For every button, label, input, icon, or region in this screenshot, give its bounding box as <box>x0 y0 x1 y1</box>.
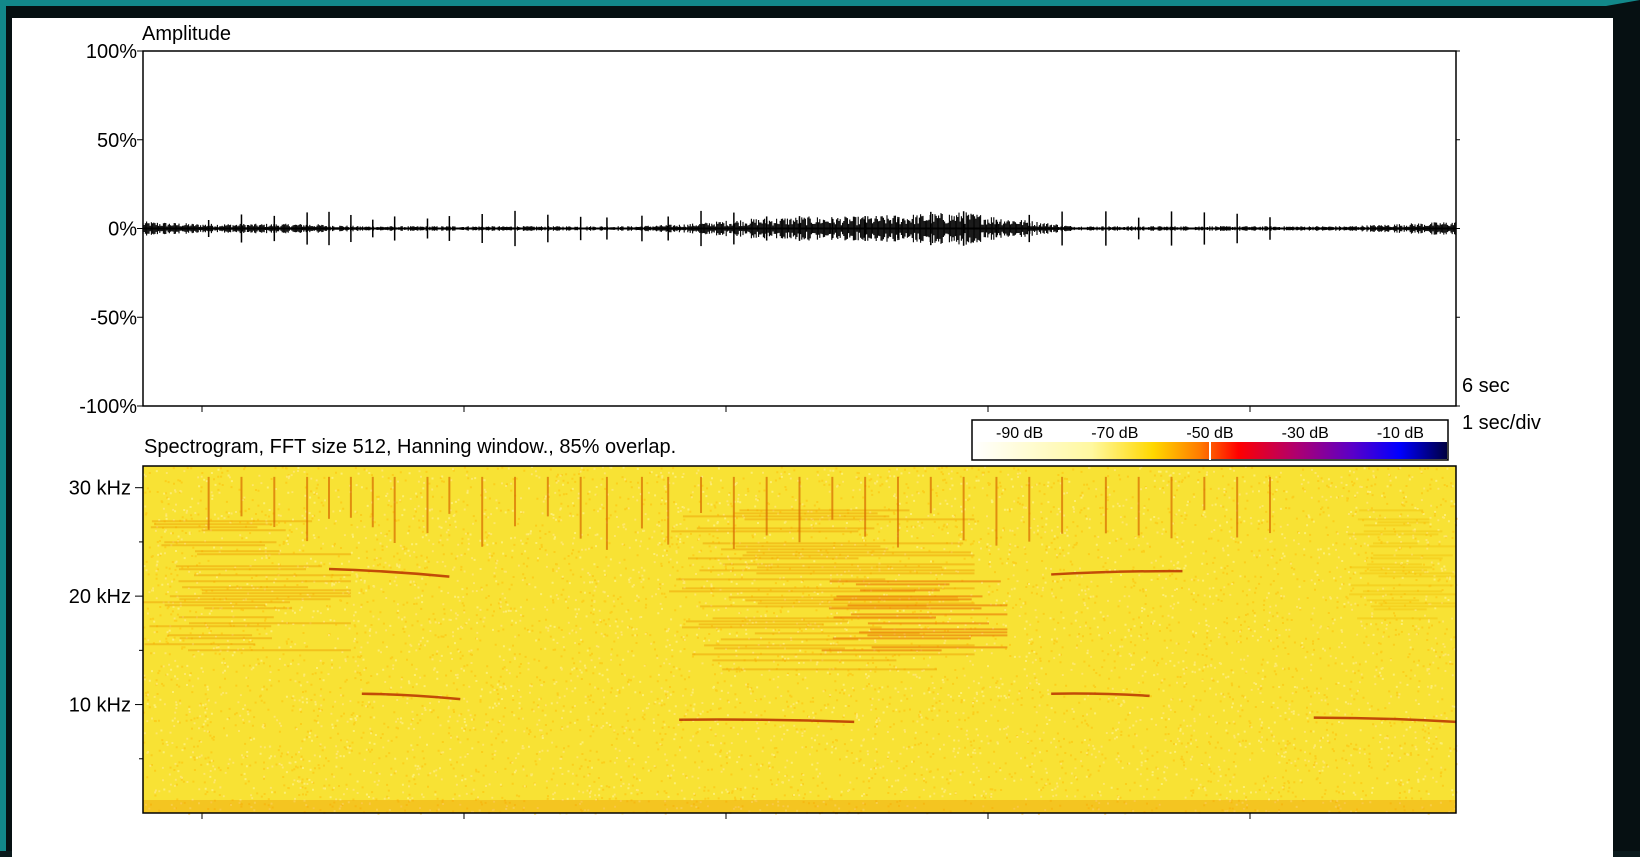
spectrogram-tonal-trace <box>361 692 461 701</box>
spectrogram-low-band <box>143 799 1456 813</box>
waveform-y-tick-label: 100% <box>86 41 137 63</box>
waveform-y-tick-label: 0% <box>108 219 137 241</box>
spectrogram-tonal-trace <box>1313 716 1457 724</box>
waveform-y-tick-label: 50% <box>97 130 137 152</box>
spectrogram-y-tick-label: 20 kHz <box>69 586 131 608</box>
waveform-y-tick-label: -50% <box>90 307 137 329</box>
spectrogram-light-speckle <box>143 466 1458 815</box>
spectrogram-tonal-trace <box>679 718 855 724</box>
waveform-y-tick-label: -100% <box>79 396 137 418</box>
spectrogram-energy-region <box>1347 509 1456 620</box>
spectrogram-energy-region <box>669 509 975 671</box>
division-label: 1 sec/div <box>1462 412 1541 434</box>
colorbar-label: -10 dB <box>1377 425 1424 442</box>
spectrogram-plot-frame <box>142 465 1457 814</box>
spectrogram-y-tick-label: 30 kHz <box>69 478 131 500</box>
colorbar-label: -50 dB <box>1186 425 1233 442</box>
colorbar-label: -70 dB <box>1091 425 1138 442</box>
colorbar-label: -90 dB <box>996 425 1043 442</box>
waveform-title: Amplitude <box>142 23 231 45</box>
colorbar-label: -30 dB <box>1282 425 1329 442</box>
spectrogram-tonal-trace <box>328 567 450 578</box>
duration-label: 6 sec <box>1462 375 1510 397</box>
spectrogram-title: Spectrogram, FFT size 512, Hanning windo… <box>144 436 676 458</box>
spectrogram-tonal-trace <box>1051 692 1150 698</box>
spectrogram-y-tick-label: 10 kHz <box>69 695 131 717</box>
spectrogram-tonal-trace <box>1051 569 1183 576</box>
plot-panel: Amplitude 100% 50% 0% -50% -100% 6 sec 1 sec/di… <box>12 18 1613 857</box>
